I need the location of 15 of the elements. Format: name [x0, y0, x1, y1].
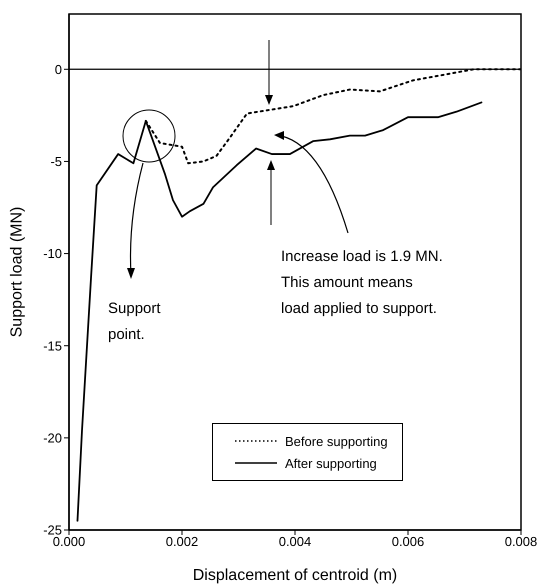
y-tick-label: -20	[43, 430, 62, 446]
legend-label: Before supporting	[285, 434, 388, 448]
annotation: Increase load is 1.9 MN. This amount means load applied to support.	[281, 247, 444, 319]
y-tick-label: -10	[43, 246, 62, 262]
y-tick-label: 0	[54, 62, 62, 77]
y-axis-title: Support load (MN)	[8, 206, 26, 338]
y-tick-label: -15	[43, 338, 62, 354]
legend-label: After supporting	[285, 456, 377, 470]
y-tick-label: -5	[50, 154, 62, 170]
x-tick-label: 0.002	[166, 534, 198, 550]
annotation: Support point.	[108, 299, 162, 345]
x-tick-label: 0.006	[392, 534, 424, 550]
x-tick-label: 0.004	[278, 534, 312, 550]
x-axis-title: Displacement of centroid (m)	[192, 567, 398, 584]
x-tick-label: 0.008	[504, 534, 538, 550]
